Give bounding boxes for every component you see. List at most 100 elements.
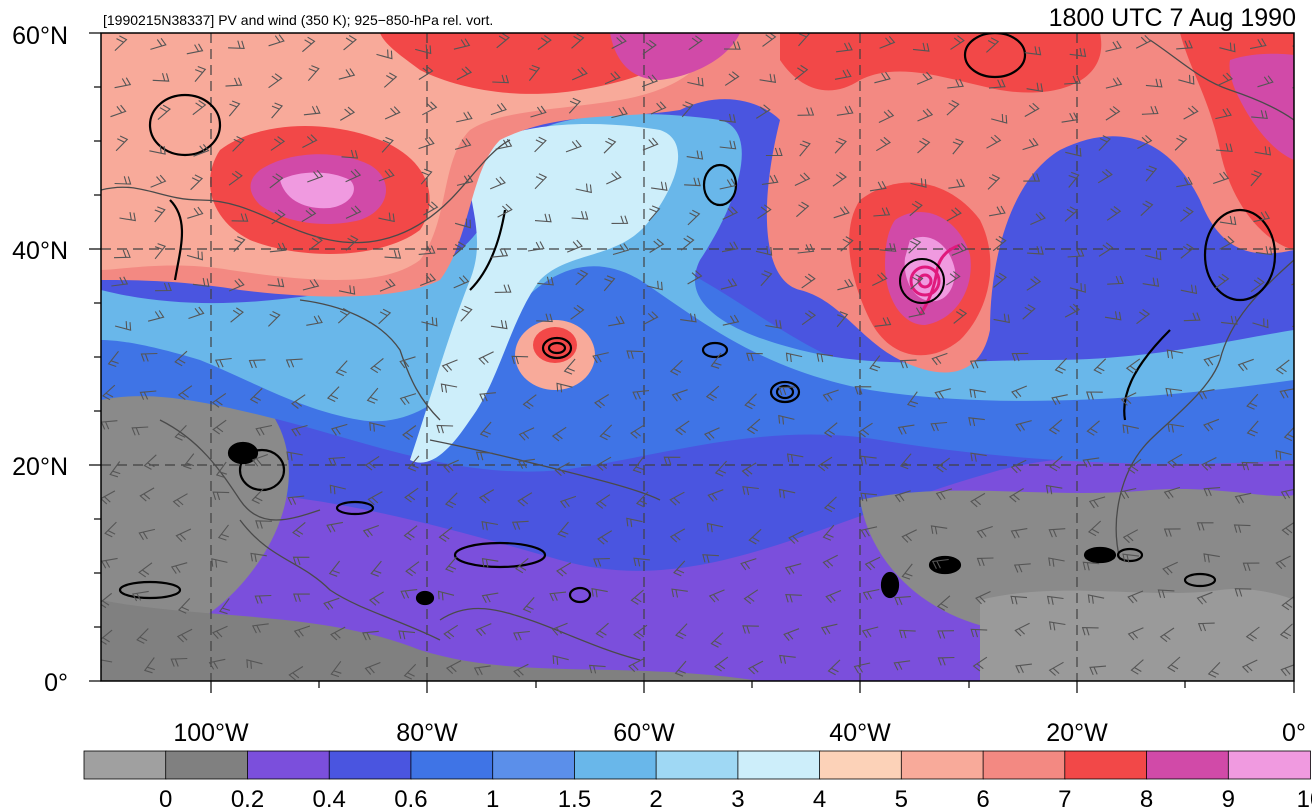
- wind-barb: [1010, 459, 1027, 474]
- wind-barb: [399, 393, 417, 406]
- wind-barb: [403, 663, 417, 680]
- wind-barb: [898, 629, 916, 639]
- wind-barb: [518, 427, 535, 441]
- wind-barb: [114, 321, 132, 331]
- wind-barb: [710, 352, 722, 369]
- wind-barb: [402, 425, 417, 440]
- wind-barb: [188, 306, 205, 320]
- wind-barb: [337, 308, 352, 324]
- wind-barb: [761, 174, 779, 186]
- wind-barb: [757, 204, 772, 220]
- wind-barb: [172, 493, 188, 508]
- pv-colorbar: 0 0.2 0.4 0.6 1 1.5 2 3 4 5 6 7 8 9 10: [83, 750, 1312, 810]
- wind-barb: [268, 73, 283, 89]
- wind-barb: [837, 278, 854, 291]
- wind-barb: [1246, 420, 1259, 437]
- wind-barb: [1105, 40, 1122, 52]
- wind-barb: [1051, 394, 1068, 406]
- wind-barb: [340, 106, 356, 121]
- wind-barb: [801, 310, 817, 326]
- wind-barb: [302, 134, 318, 148]
- wind-barb: [822, 389, 839, 402]
- wind-barb: [740, 558, 757, 571]
- wind-barb: [109, 461, 121, 478]
- wind-barb: [269, 173, 284, 189]
- wind-barb: [170, 562, 188, 574]
- wind-barb: [208, 658, 226, 670]
- wind-barb: [862, 588, 880, 600]
- colorbar-level-label: 4: [813, 786, 826, 810]
- wind-barb: [1122, 553, 1139, 563]
- wind-barb: [143, 454, 157, 470]
- wind-barb: [215, 461, 227, 478]
- wind-barb: [1162, 561, 1178, 576]
- wind-barb: [686, 150, 704, 160]
- wind-barb: [438, 526, 453, 542]
- wind-barb: [383, 72, 398, 88]
- wind-barb: [1145, 78, 1163, 88]
- wind-barb: [473, 665, 491, 676]
- wind-barb: [440, 383, 458, 393]
- wind-barb: [1203, 418, 1220, 432]
- wind-barb: [515, 557, 529, 574]
- wind-barb: [192, 277, 210, 288]
- wind-barb: [420, 273, 437, 287]
- wind-barb: [1141, 105, 1159, 115]
- wind-barb: [154, 243, 167, 260]
- colorbar-level-label: 10: [1297, 786, 1312, 810]
- colorbar-level-label: 3: [731, 786, 744, 810]
- wind-barb: [1180, 206, 1194, 222]
- wind-barb: [872, 272, 888, 286]
- wind-barb: [1008, 488, 1024, 503]
- wind-barb: [177, 598, 191, 614]
- wind-barb: [1127, 590, 1144, 604]
- vorticity-contours: [118, 33, 1277, 606]
- wind-barb: [1196, 591, 1213, 605]
- wind-barb: [1048, 621, 1066, 631]
- wind-barb: [674, 660, 687, 677]
- wind-barb: [1082, 457, 1100, 468]
- wind-barb: [756, 104, 771, 119]
- wind-barb: [211, 625, 228, 639]
- pv-pale-blue-band: [410, 124, 679, 463]
- wind-barb: [1125, 358, 1141, 374]
- wind-barb: [268, 34, 285, 47]
- wind-barb: [307, 169, 324, 183]
- wind-barb: [1093, 358, 1107, 375]
- wind-barb: [345, 205, 362, 219]
- wind-barb: [1197, 389, 1215, 400]
- storm-center-marker: [899, 243, 961, 316]
- wind-barb: [518, 458, 535, 469]
- colorbar-level-label: 1: [486, 786, 499, 810]
- wind-barb: [269, 242, 287, 253]
- colorbar-swatch: [492, 750, 576, 780]
- wind-barb: [930, 525, 948, 535]
- wind-barb: [1030, 211, 1046, 226]
- wind-barb: [527, 241, 545, 252]
- wind-barb: [1167, 423, 1184, 433]
- wind-barb: [612, 243, 630, 256]
- wind-barb: [860, 455, 877, 465]
- wind-barb: [228, 40, 245, 49]
- wind-barb: [642, 39, 657, 55]
- wind-barb: [114, 176, 132, 185]
- low-pv-gray-region-south: [101, 600, 760, 681]
- wind-barb: [326, 521, 343, 533]
- wind-barb: [228, 100, 241, 117]
- wind-barb: [969, 359, 987, 369]
- wind-barbs: [101, 33, 1294, 681]
- wind-barb: [1245, 626, 1260, 642]
- wind-barb: [799, 140, 811, 157]
- wind-barb: [1137, 134, 1153, 149]
- wind-barb: [270, 136, 286, 151]
- wind-barb: [1255, 246, 1273, 256]
- wind-barb: [271, 102, 284, 119]
- wind-barb: [233, 236, 246, 252]
- wind-barb: [1275, 359, 1290, 375]
- wind-barb: [362, 524, 379, 538]
- wind-barb: [330, 626, 346, 641]
- wind-barb: [460, 305, 473, 322]
- wind-barb: [879, 35, 896, 49]
- wind-barb: [175, 528, 192, 542]
- wind-barb: [1014, 622, 1030, 637]
